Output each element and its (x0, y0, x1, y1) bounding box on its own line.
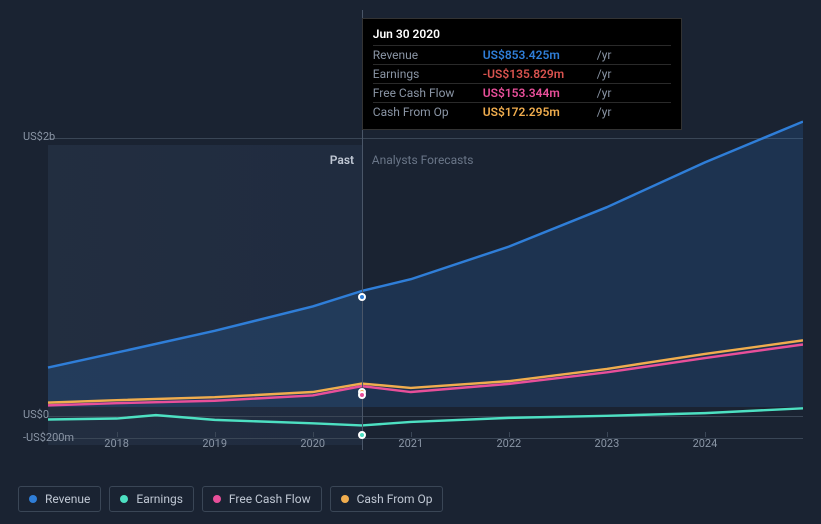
legend-label: Free Cash Flow (229, 492, 311, 506)
legend-dot-icon (341, 495, 349, 503)
legend-item-earnings[interactable]: Earnings (109, 486, 194, 512)
x-axis-label: 2020 (300, 437, 325, 450)
tooltip-metric-value: -US$135.829m (483, 67, 593, 81)
chart-tooltip: Jun 30 2020 RevenueUS$853.425m/yrEarning… (362, 18, 682, 130)
financial-chart: US$2b US$0 -US$200m Past Analysts Foreca… (18, 10, 803, 450)
legend-item-revenue[interactable]: Revenue (18, 486, 101, 512)
tooltip-metric-label: Free Cash Flow (373, 86, 483, 100)
tooltip-metric-value: US$153.344m (483, 86, 593, 100)
x-axis-label: 2023 (595, 437, 620, 450)
past-label: Past (330, 153, 354, 167)
tooltip-row: Free Cash FlowUS$153.344m/yr (373, 83, 671, 102)
legend-label: Earnings (136, 492, 183, 506)
legend-label: Revenue (45, 492, 90, 506)
legend-dot-icon (29, 495, 37, 503)
legend-label: Cash From Op (357, 492, 433, 506)
tooltip-row: Earnings-US$135.829m/yr (373, 64, 671, 83)
tooltip-date: Jun 30 2020 (373, 27, 671, 41)
x-axis-label: 2019 (202, 437, 227, 450)
x-axis-label: 2022 (496, 437, 521, 450)
series-marker-revenue (358, 293, 366, 301)
series-marker-fcf (358, 391, 366, 399)
tooltip-metric-unit: /yr (597, 67, 612, 81)
tooltip-metric-label: Cash From Op (373, 105, 483, 119)
legend-dot-icon (120, 495, 128, 503)
x-axis-label: 2018 (104, 437, 129, 450)
legend-item-fcf[interactable]: Free Cash Flow (202, 486, 322, 512)
tooltip-row: Cash From OpUS$172.295m/yr (373, 102, 671, 121)
tooltip-metric-unit: /yr (597, 105, 612, 119)
x-axis-label: 2024 (693, 437, 718, 450)
x-axis-label: 2021 (398, 437, 423, 450)
chart-legend: Revenue Earnings Free Cash Flow Cash From O… (18, 486, 443, 512)
tooltip-row: RevenueUS$853.425m/yr (373, 45, 671, 64)
tooltip-metric-value: US$853.425m (483, 48, 593, 62)
tooltip-metric-label: Earnings (373, 67, 483, 81)
tooltip-metric-unit: /yr (597, 48, 612, 62)
legend-dot-icon (213, 495, 221, 503)
forecast-label: Analysts Forecasts (372, 153, 474, 167)
legend-item-cash_from_op[interactable]: Cash From Op (330, 486, 444, 512)
tooltip-metric-label: Revenue (373, 48, 483, 62)
series-marker-earnings (358, 431, 366, 439)
tooltip-metric-unit: /yr (597, 86, 612, 100)
tooltip-metric-value: US$172.295m (483, 105, 593, 119)
